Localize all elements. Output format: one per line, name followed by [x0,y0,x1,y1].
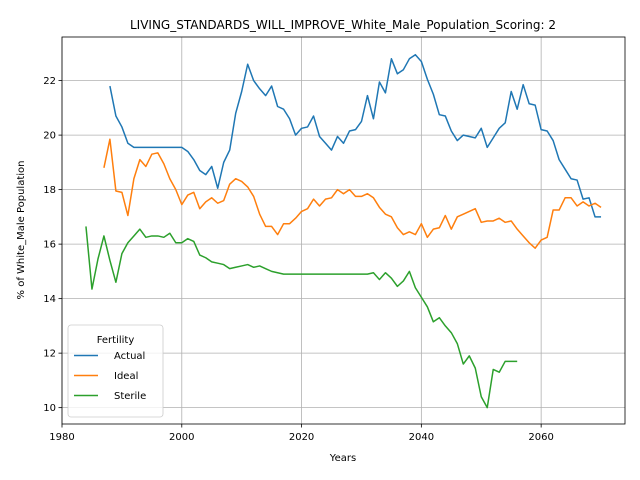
y-axis-label: % of White_Male Population [16,161,27,300]
series-line-actual [109,53,602,218]
legend-label-actual: Actual [114,351,145,362]
y-tick-label: 16 [43,240,56,251]
axis-ticks: 1980 2000 2020 2040 2060 10 12 14 16 18 20 22 [43,76,554,443]
y-tick-label: 20 [43,131,56,142]
grid [61,37,625,424]
x-tick-label: 2000 [169,432,194,443]
y-tick-label: 10 [43,403,56,414]
legend-title: Fertility [97,335,135,346]
x-tick-label: 1980 [49,432,74,443]
series-line-ideal [103,138,602,249]
legend: Fertility Actual Ideal Sterile [67,324,164,418]
legend-label-sterile: Sterile [114,391,146,402]
y-tick-label: 14 [43,294,56,305]
x-tick-label: 2020 [289,432,314,443]
x-axis-label: Years [329,453,356,464]
series-lines [85,53,602,409]
y-tick-label: 12 [43,349,56,360]
x-tick-label: 2040 [409,432,434,443]
plot-frame [61,36,626,425]
legend-label-ideal: Ideal [114,371,138,382]
legend-box [67,324,164,418]
x-tick-label: 2060 [528,432,553,443]
series-line-sterile [85,226,518,409]
legend-items: Actual Ideal Sterile [74,351,146,402]
chart-title: LIVING_STANDARDS_WILL_IMPROVE_White_Male… [130,18,556,32]
y-tick-label: 18 [43,185,56,196]
y-tick-label: 22 [43,76,56,87]
